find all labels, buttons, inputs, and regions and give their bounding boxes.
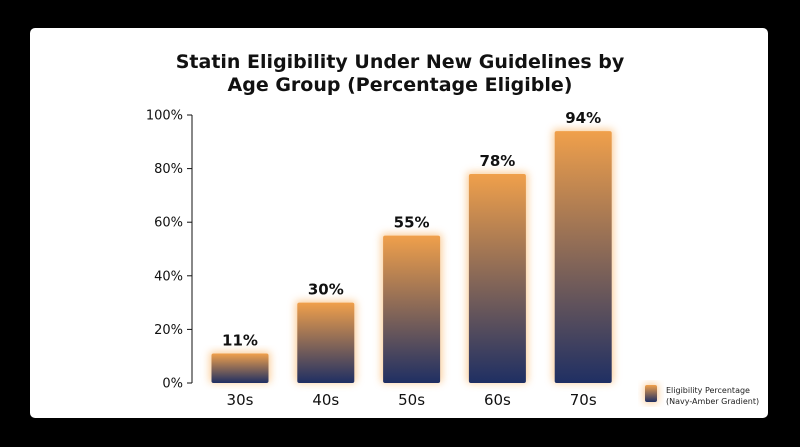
x-tick-label: 50s bbox=[398, 391, 425, 409]
value-label: 30% bbox=[308, 281, 344, 299]
legend-sublabel: (Navy-Amber Gradient) bbox=[666, 397, 759, 406]
legend: Eligibility Percentage (Navy-Amber Gradi… bbox=[644, 384, 759, 406]
bar-40s bbox=[297, 302, 355, 383]
x-tick-label: 70s bbox=[570, 391, 597, 409]
legend-swatch bbox=[645, 385, 657, 402]
y-tick-label: 20% bbox=[154, 323, 183, 338]
y-tick-label: 40% bbox=[154, 269, 183, 284]
x-tick-label: 30s bbox=[227, 391, 254, 409]
x-axis-labels: 30s 40s 50s 60s 70s bbox=[227, 391, 597, 409]
chart-title-line-1: Statin Eligibility Under New Guidelines … bbox=[176, 51, 625, 73]
x-tick-label: 60s bbox=[484, 391, 511, 409]
bars bbox=[211, 131, 612, 383]
y-tick-label: 0% bbox=[162, 377, 183, 392]
value-label: 78% bbox=[479, 152, 515, 170]
y-tick-label: 60% bbox=[154, 216, 183, 231]
y-tick-label: 100% bbox=[146, 109, 183, 124]
value-label: 94% bbox=[565, 109, 601, 127]
bar-70s bbox=[554, 131, 612, 383]
value-label: 11% bbox=[222, 332, 258, 350]
legend-label: Eligibility Percentage bbox=[666, 386, 750, 395]
chart-title-line-2: Age Group (Percentage Eligible) bbox=[228, 74, 573, 96]
bar-50s bbox=[383, 235, 441, 383]
bar-60s bbox=[468, 173, 526, 383]
y-tick-label: 80% bbox=[154, 162, 183, 177]
y-axis-ticks: 0% 20% 40% 60% 80% 100% bbox=[146, 109, 192, 392]
value-label: 55% bbox=[394, 214, 430, 232]
value-labels: 11% 30% 55% 78% 94% bbox=[222, 109, 601, 349]
bar-30s bbox=[211, 353, 269, 383]
x-tick-label: 40s bbox=[312, 391, 339, 409]
